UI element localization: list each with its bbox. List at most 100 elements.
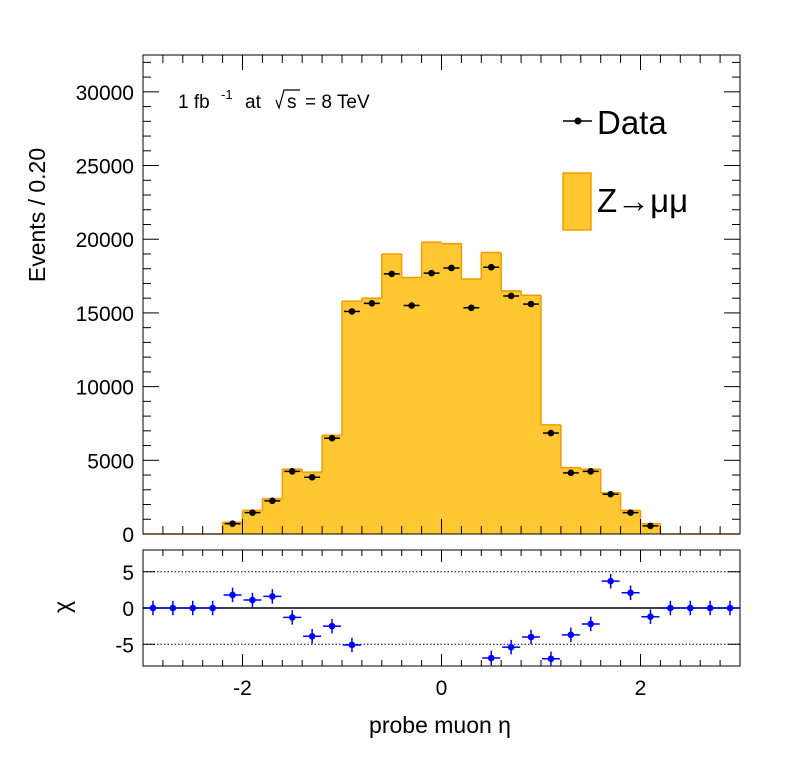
chi-point	[143, 600, 162, 616]
legend: Data Z→μμ	[562, 104, 688, 231]
chi-point	[243, 592, 262, 608]
data-point	[244, 509, 261, 516]
data-point	[602, 490, 619, 498]
lumi-value: 1 fb	[178, 92, 210, 113]
chi-point-marker	[288, 614, 296, 621]
data-point	[363, 300, 380, 307]
data-point	[523, 300, 539, 308]
chi-point	[303, 629, 322, 644]
data-point-marker	[348, 308, 356, 315]
data-point	[284, 468, 301, 475]
chi-point-marker	[269, 593, 276, 600]
chi-point-marker	[726, 604, 734, 612]
chi-point	[482, 650, 501, 666]
chi-point	[541, 651, 560, 666]
chi-point-marker	[567, 631, 575, 639]
main-y-tick-label: 30000	[76, 82, 134, 105]
chi-point	[721, 600, 740, 616]
chi-point	[502, 639, 521, 655]
data-point-marker	[507, 292, 515, 300]
data-point-marker	[408, 302, 415, 309]
main-y-tick-label: 15000	[76, 303, 134, 326]
chi-point-marker	[169, 604, 177, 612]
data-point-marker	[229, 520, 236, 527]
data-point	[324, 434, 340, 442]
data-point	[562, 469, 579, 477]
main-y-tick-label: 0	[122, 524, 134, 547]
data-point	[503, 292, 520, 300]
x-axis-label: probe muon η	[369, 712, 511, 738]
legend-data-label: Data	[597, 104, 667, 141]
chi-point-marker	[627, 589, 634, 597]
main-y-tick-label: 10000	[76, 377, 134, 400]
chi-point-marker	[686, 604, 694, 612]
data-point-marker	[288, 468, 296, 475]
data-point-marker	[328, 434, 336, 442]
data-point	[622, 509, 639, 516]
data-point	[463, 304, 480, 312]
legend-mc-label: Z→μμ	[597, 182, 688, 219]
chi-point-marker	[667, 604, 674, 612]
data-point	[423, 269, 440, 277]
lumi-exponent: -1	[221, 87, 233, 102]
chi-point-marker	[348, 641, 356, 649]
data-point	[403, 302, 420, 309]
data-point-marker	[428, 269, 435, 277]
chi-point-marker	[328, 622, 336, 630]
data-point-marker	[647, 522, 654, 530]
mc-histogram-fill	[143, 242, 740, 534]
legend-mc-swatch	[562, 172, 592, 231]
main-y-tick-label: 20000	[76, 229, 134, 252]
chi-point-marker	[706, 604, 714, 612]
data-point-marker	[607, 490, 614, 498]
chi-point-marker	[308, 632, 316, 640]
chi-point	[701, 600, 720, 616]
main-y-axis-label: Events / 0.20	[24, 148, 50, 282]
x-tick-label: 0	[436, 677, 448, 700]
chi-point-marker	[189, 604, 197, 612]
data-point-marker	[308, 473, 316, 481]
ratio-y-axis-label: χ	[49, 601, 75, 613]
lumi-energy: = 8 TeV	[305, 92, 370, 113]
data-point	[264, 497, 281, 505]
chi-point-marker	[487, 654, 495, 662]
data-point	[383, 270, 400, 278]
data-point	[443, 264, 460, 272]
chi-point-marker	[507, 643, 515, 651]
chi-point-marker	[229, 591, 236, 599]
data-point	[304, 473, 321, 481]
chi-point-marker	[587, 620, 595, 628]
data-point	[224, 520, 241, 527]
data-point-marker	[547, 429, 555, 437]
lumi-sqrt-s: s	[287, 92, 297, 113]
data-point-marker	[627, 509, 634, 516]
data-point-marker	[527, 300, 535, 308]
data-point	[483, 263, 500, 271]
chi-point	[263, 589, 282, 604]
chi-point	[203, 600, 222, 616]
chi-point	[641, 609, 660, 624]
data-point	[344, 308, 360, 315]
sqrt-symbol	[275, 89, 300, 110]
data-point-marker	[388, 270, 396, 278]
chi-points	[143, 573, 740, 666]
data-point	[582, 468, 599, 475]
x-tick-label: 2	[635, 677, 647, 700]
ratio-y-tick-label: -5	[115, 634, 134, 657]
data-point-marker	[368, 300, 376, 307]
legend-data-marker	[574, 117, 582, 125]
chi-point-marker	[527, 633, 535, 641]
chi-point-marker	[149, 604, 157, 612]
ratio-y-tick-label: 5	[122, 562, 134, 585]
data-point-marker	[468, 304, 475, 312]
ratio-y-tick-label: 0	[122, 598, 134, 621]
chi-point	[223, 587, 242, 603]
chi-point	[283, 610, 302, 625]
data-point-marker	[448, 264, 455, 272]
chi-point	[183, 600, 202, 616]
data-point-marker	[587, 468, 595, 475]
chi-point	[522, 629, 541, 645]
chi-point	[681, 600, 700, 616]
chi-point	[561, 627, 580, 643]
